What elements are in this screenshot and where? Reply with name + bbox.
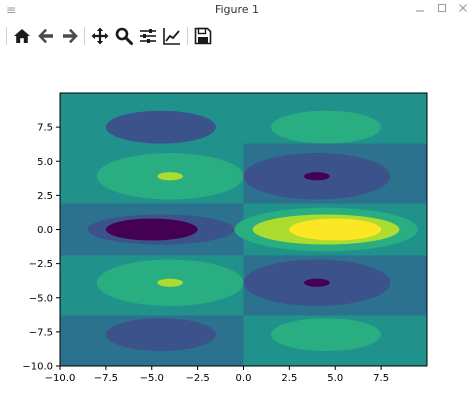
contour-plot[interactable]: −10.0 −7.5 −5.0 −2.5 0.0 2.5 5.0 7.5 −10.0−7.5−… [0, 50, 474, 405]
x-axis-ticks: −10.0 −7.5 −5.0 −2.5 0.0 2.5 5.0 7.5 [45, 366, 389, 384]
line-chart-icon [163, 28, 180, 45]
contour-fill-regions [69, 110, 418, 351]
y-tick-label: −5.0 [29, 293, 53, 304]
contour-region-5 [304, 172, 330, 181]
contour-region-1 [271, 110, 382, 144]
toolbar-grip [6, 27, 7, 45]
window-title: Figure 1 [214, 3, 260, 16]
maximize-icon[interactable] [434, 2, 450, 18]
y-tick-label: 7.5 [37, 123, 53, 134]
zoom-button[interactable] [113, 25, 135, 47]
edit-axes-button[interactable] [161, 25, 183, 47]
close-icon[interactable] [455, 2, 471, 18]
back-button[interactable] [35, 25, 57, 47]
pan-move-icon [91, 27, 109, 45]
x-tick-label: −2.5 [185, 373, 209, 384]
back-arrow-icon [38, 28, 53, 44]
toolbar-separator [84, 27, 85, 45]
window-menu-icon[interactable]: ≡ [6, 3, 17, 17]
home-button[interactable] [11, 25, 33, 47]
save-button[interactable] [192, 25, 214, 47]
contour-region-13 [157, 278, 183, 287]
navigation-toolbar [0, 22, 474, 50]
contour-region-15 [304, 278, 330, 287]
y-tick-label: 2.5 [37, 191, 53, 202]
x-tick-label: 0.0 [236, 373, 252, 384]
contour-region-17 [271, 318, 382, 351]
contour-region-8 [105, 218, 198, 241]
forward-button[interactable] [59, 25, 81, 47]
y-tick-label: −10.0 [22, 362, 53, 373]
y-tick-label: −2.5 [29, 259, 53, 270]
sliders-icon [140, 29, 156, 43]
title-bar[interactable]: ≡ Figure 1 [0, 0, 474, 22]
figure-canvas[interactable]: −10.0 −7.5 −5.0 −2.5 0.0 2.5 5.0 7.5 −10.0 −7.5−… [0, 50, 474, 405]
x-tick-label: 5.0 [327, 373, 343, 384]
x-tick-label: −5.0 [140, 373, 164, 384]
y-tick-label: −7.5 [29, 327, 53, 338]
contour-region-11 [289, 218, 382, 241]
contour-region-16 [105, 318, 216, 351]
contour-region-0 [105, 110, 216, 144]
pan-button[interactable] [89, 25, 111, 47]
configure-subplots-button[interactable] [137, 25, 159, 47]
x-tick-label: 7.5 [373, 373, 389, 384]
zoom-magnifier-icon [115, 27, 133, 45]
y-tick-label: 0.0 [37, 225, 53, 236]
contour-region-3 [157, 172, 183, 181]
x-tick-label: −7.5 [94, 373, 118, 384]
y-axis-ticks: −10.0 −7.5 −5.0 −2.5 0.0 2.5 5.0 7.5 [22, 123, 60, 373]
x-tick-label: 2.5 [281, 373, 297, 384]
toolbar-separator [187, 27, 188, 45]
floppy-disk-icon [194, 27, 212, 45]
home-icon [14, 29, 30, 43]
y-tick-label: 5.0 [37, 157, 53, 168]
x-tick-label: −10.0 [45, 373, 76, 384]
forward-arrow-icon [63, 28, 78, 44]
minimize-icon[interactable] [412, 2, 428, 18]
